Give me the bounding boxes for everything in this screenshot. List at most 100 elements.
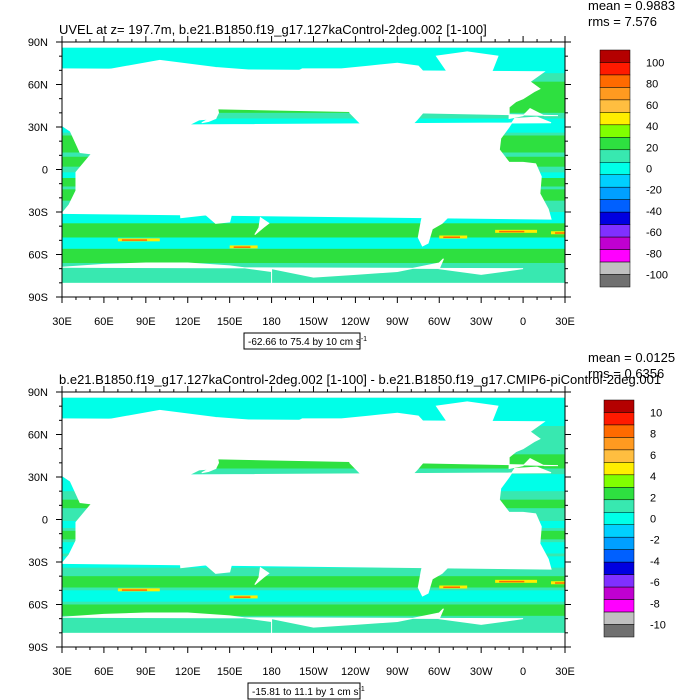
colorbar-swatch (599, 174, 631, 188)
current-streak-core (121, 239, 148, 241)
colorbar-swatch (599, 137, 631, 151)
colorbar-label: -6 (650, 577, 660, 589)
lon-label: 0 (520, 666, 526, 678)
colorbar-label: -4 (650, 556, 660, 568)
colorbar-swatch (603, 536, 635, 550)
lon-label: 30E (52, 666, 72, 678)
colorbar-swatch (599, 261, 631, 275)
colorbar-label: 20 (646, 142, 658, 154)
panel-title: UVEL at z= 197.7m, b.e21.B1850.f19_g17.1… (59, 22, 487, 37)
colorbar-label: -2 (650, 535, 660, 547)
colorbar-swatch (599, 236, 631, 250)
lat-label: 30N (28, 122, 48, 134)
colorbar-swatch (603, 611, 635, 625)
current-streak-core (443, 236, 461, 238)
lat-label: 90S (28, 292, 48, 304)
lat-label: 90N (28, 387, 48, 399)
lon-label: 180 (262, 666, 280, 678)
colorbar-swatch (599, 249, 631, 263)
colorbar-swatch (603, 574, 635, 588)
colorbar: 100 80 60 40 20 0 -20 -40 -60 -80 -100 (599, 49, 668, 288)
current-streak-core (233, 246, 251, 248)
colorbar-swatch (603, 524, 635, 538)
colorbar-swatch (599, 62, 631, 76)
lat-label: 90N (28, 37, 48, 49)
lat-label: 30N (28, 472, 48, 484)
lon-label: 150W (299, 316, 328, 328)
lon-label: 30E (52, 316, 72, 328)
lon-label: 60E (94, 316, 114, 328)
polar-cap-north (62, 42, 565, 48)
lon-label: 150E (217, 666, 243, 678)
colorbar-label: -8 (650, 598, 660, 610)
lon-label: 30E (555, 666, 575, 678)
current-band (62, 237, 565, 249)
range-frame (247, 682, 361, 700)
range-box: -62.66 to 75.4 by 10 cm s-1 (243, 332, 367, 350)
land-antarctica (62, 258, 524, 297)
colorbar-swatch (603, 487, 635, 501)
colorbar-swatch (603, 474, 635, 488)
colorbar-swatch (603, 437, 635, 451)
colorbar: 10 8 6 4 2 0 -2 -4 -6 -8 -10 (603, 399, 666, 638)
current-streak-core (555, 582, 565, 584)
lon-label: 30E (555, 316, 575, 328)
current-streak-core (121, 589, 148, 591)
lon-label: 120W (341, 666, 370, 678)
current-band (62, 212, 565, 224)
lon-label: 90W (386, 316, 409, 328)
land-antarctica (62, 608, 524, 647)
range-box: -15.81 to 11.1 by 1 cm s-1 (247, 682, 365, 700)
panel-title: b.e21.B1850.f19_g17.127kaControl-2deg.00… (59, 372, 661, 387)
colorbar-swatch (603, 624, 635, 638)
lon-label: 120E (175, 666, 201, 678)
land-africa-wrap (62, 467, 552, 570)
colorbar-swatch (603, 424, 635, 438)
lon-label: 120W (341, 316, 370, 328)
colorbar-label: 4 (650, 471, 656, 483)
land-japan (201, 455, 220, 474)
stat-rms: rms = 7.576 (588, 14, 657, 29)
colorbar-swatch (603, 561, 635, 575)
colorbar-label: -60 (646, 227, 662, 239)
lat-label: 30S (28, 207, 48, 219)
lon-label: 90E (136, 666, 156, 678)
colorbar-swatch (603, 586, 635, 600)
current-streak-core (499, 580, 525, 583)
current-streak-core (233, 596, 251, 598)
colorbar-label: 0 (646, 164, 652, 176)
colorbar-label: -20 (646, 185, 662, 197)
lon-label: 180 (262, 316, 280, 328)
colorbar-swatch (599, 112, 631, 126)
colorbar-label: 2 (650, 492, 656, 504)
colorbar-swatch (599, 199, 631, 213)
current-band (62, 248, 565, 263)
lon-label: 90W (386, 666, 409, 678)
colorbar-swatch (603, 499, 635, 513)
colorbar-swatch (603, 399, 635, 413)
lat-label: 0 (42, 515, 48, 527)
lon-label: 60E (94, 666, 114, 678)
colorbar-label: 80 (646, 79, 658, 91)
range-text: -15.81 to 11.1 by 1 cm s-1 (252, 686, 365, 698)
colorbar-label: 40 (646, 121, 658, 133)
lat-label: 60N (28, 430, 48, 442)
land-africa-wrap (62, 117, 552, 220)
current-streak-core (443, 586, 461, 588)
colorbar-swatch (599, 49, 631, 63)
lat-label: 90S (28, 642, 48, 654)
colorbar-swatch (599, 186, 631, 200)
colorbar-swatch (599, 87, 631, 101)
current-band (62, 590, 565, 602)
lon-label: 60W (428, 316, 451, 328)
colorbar-swatch (599, 224, 631, 238)
colorbar-swatch (603, 412, 635, 426)
map-panel-1: 90N 60N 30N 0 30S 60S 90S 30E 60E 90E 120E 150E 180 1… (28, 0, 675, 350)
lon-label: 150W (299, 666, 328, 678)
colorbar-swatch (599, 74, 631, 88)
lon-label: 120E (175, 316, 201, 328)
colorbar-swatch (599, 274, 631, 288)
map-field (62, 42, 565, 297)
colorbar-swatch (599, 99, 631, 113)
